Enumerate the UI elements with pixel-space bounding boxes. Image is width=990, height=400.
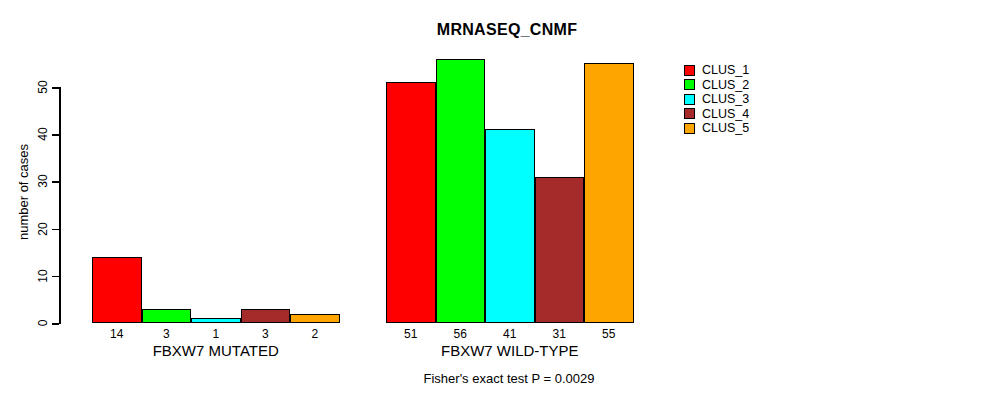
bar-value-label: 56	[436, 328, 486, 341]
bar-value-label: 55	[584, 328, 634, 341]
legend-swatch	[684, 94, 695, 105]
bar-clus-3-group-1	[191, 318, 241, 323]
y-tick-label: 50	[36, 80, 50, 93]
bar-value-label: 14	[92, 328, 142, 341]
y-axis-title: number of cases	[16, 144, 31, 240]
legend-swatch	[684, 108, 695, 119]
legend-row: CLUS_5	[684, 121, 749, 136]
legend-swatch	[684, 79, 695, 90]
y-tick-label: 40	[36, 128, 50, 141]
bar-clus-1-group-1	[92, 257, 142, 323]
y-tick	[52, 276, 59, 278]
bar-value-label: 1	[191, 328, 241, 341]
legend-row: CLUS_4	[684, 107, 749, 122]
legend-label: CLUS_2	[702, 78, 749, 93]
x-group-label: FBXW7 MUTATED	[96, 343, 336, 358]
y-tick	[52, 87, 59, 89]
y-tick-label: 30	[36, 175, 50, 188]
legend-row: CLUS_1	[684, 63, 749, 78]
y-tick	[52, 181, 59, 183]
bar-value-label: 41	[485, 328, 535, 341]
fisher-test-annotation: Fisher's exact test P = 0.0029	[424, 371, 595, 386]
legend-label: CLUS_3	[702, 92, 749, 107]
legend-row: CLUS_2	[684, 78, 749, 93]
bar-value-label: 2	[290, 328, 340, 341]
bar-clus-3-group-2	[485, 129, 535, 323]
legend-label: CLUS_5	[702, 121, 749, 136]
legend: CLUS_1CLUS_2CLUS_3CLUS_4CLUS_5	[684, 63, 749, 136]
bar-clus-4-group-1	[241, 309, 291, 323]
bar-clus-2-group-1	[142, 309, 192, 323]
bar-clus-1-group-2	[386, 82, 436, 323]
y-tick	[52, 323, 59, 325]
legend-swatch	[684, 123, 695, 134]
legend-label: CLUS_1	[702, 63, 749, 78]
bar-value-label: 31	[535, 328, 585, 341]
bar-clus-5-group-2	[584, 63, 634, 323]
y-tick-label: 0	[36, 320, 50, 327]
chart-title: MRNASEQ_CNMF	[437, 21, 578, 39]
legend-label: CLUS_4	[702, 107, 749, 122]
bar-value-label: 3	[241, 328, 291, 341]
bar-chart-figure: MRNASEQ_CNMF number of cases 0 10 20 30 40 50…	[0, 0, 990, 400]
y-tick-label: 20	[36, 222, 50, 235]
bar-clus-5-group-1	[290, 314, 340, 323]
y-tick	[52, 229, 59, 231]
y-axis-line	[59, 87, 61, 324]
legend-row: CLUS_3	[684, 92, 749, 107]
bar-value-label: 3	[142, 328, 192, 341]
legend-swatch	[684, 65, 695, 76]
bar-clus-2-group-2	[436, 59, 486, 323]
y-tick	[52, 134, 59, 136]
bar-value-label: 51	[386, 328, 436, 341]
bar-clus-4-group-2	[535, 177, 585, 323]
y-tick-label: 10	[36, 269, 50, 282]
x-group-label: FBXW7 WILD-TYPE	[390, 343, 630, 358]
